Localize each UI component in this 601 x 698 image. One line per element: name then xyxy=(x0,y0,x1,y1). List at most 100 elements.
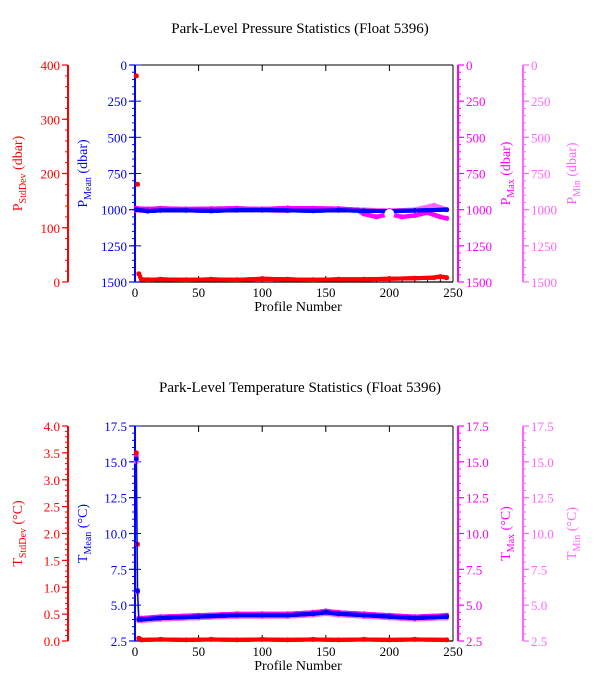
data-point-key xyxy=(444,614,450,620)
series-stddev xyxy=(133,73,450,283)
series-stddev xyxy=(133,450,450,643)
data-point-key xyxy=(234,277,240,283)
data-point-key xyxy=(285,637,291,643)
data-point-key xyxy=(310,208,316,214)
data-point-key xyxy=(310,277,316,283)
y-tick-label: 7.5 xyxy=(531,562,547,577)
data-point-key xyxy=(412,636,418,642)
series-mean xyxy=(133,456,450,622)
x-tick-label: 250 xyxy=(443,644,463,659)
chart-title: Park-Level Pressure Statistics (Float 53… xyxy=(171,21,428,37)
data-point-key xyxy=(310,611,316,617)
y-tick-label: 750 xyxy=(466,167,486,182)
y-axis-label-min: PMin (dbar) xyxy=(565,142,583,205)
y-tick-label: 10.0 xyxy=(531,527,554,542)
y-tick-label: 1500 xyxy=(531,275,557,290)
series-max xyxy=(133,453,450,621)
y-axis-label-mean: TMean (°C) xyxy=(76,504,94,563)
data-point-key xyxy=(133,73,139,79)
y-tick-label: 1.5 xyxy=(44,553,60,568)
y-tick-label: 3.5 xyxy=(44,446,60,461)
data-point-key xyxy=(135,588,140,594)
chart-title: Park-Level Temperature Statistics (Float… xyxy=(159,380,441,396)
x-tick-label: 0 xyxy=(132,285,139,300)
y-tick-label: 7.5 xyxy=(111,562,127,577)
x-tick-label: 100 xyxy=(252,285,272,300)
y-tick-label: 250 xyxy=(108,94,128,109)
y-tick-label: 17.5 xyxy=(466,419,489,434)
y-tick-label: 750 xyxy=(531,167,551,182)
y-tick-label: 1500 xyxy=(466,275,492,290)
y-axis-label-min: TMin (°C) xyxy=(565,507,583,560)
y-tick-label: 200 xyxy=(41,167,61,182)
data-point-key xyxy=(444,637,450,643)
y-tick-label: 3.0 xyxy=(44,473,60,488)
y-tick-label: 1000 xyxy=(466,203,492,218)
y-axis-stddev: 0 100 200 300 400 PStdDev (dbar) xyxy=(11,58,69,290)
y-tick-label: 10.0 xyxy=(104,527,127,542)
y-tick-label: 250 xyxy=(466,94,486,109)
y-tick-label: 7.5 xyxy=(466,562,482,577)
data-point-key xyxy=(183,637,189,643)
y-tick-label: 5.0 xyxy=(111,598,127,613)
data-point-key xyxy=(133,450,139,456)
y-tick-label: 1250 xyxy=(101,239,127,254)
data-point-key xyxy=(234,612,240,618)
data-point-key xyxy=(234,207,240,213)
series-mean xyxy=(133,207,450,214)
data-point-key xyxy=(208,276,214,282)
data-point-key xyxy=(135,181,140,187)
y-tick-label: 2.5 xyxy=(111,634,127,649)
y-tick-label: 15.0 xyxy=(104,455,127,470)
data-point-key xyxy=(133,207,139,213)
data-point-key xyxy=(138,276,144,282)
data-point-key xyxy=(336,207,341,213)
y-tick-label: 1000 xyxy=(101,203,127,218)
data-point-key xyxy=(323,609,329,615)
data-point-key xyxy=(437,274,443,280)
data-point-key xyxy=(208,208,214,214)
y-tick-label: 0 xyxy=(466,58,473,73)
data-point-key xyxy=(444,207,450,213)
data-point-key xyxy=(386,276,392,282)
y-tick-label: 500 xyxy=(531,130,551,145)
y-tick-label: 1.0 xyxy=(44,580,60,595)
data-point-key xyxy=(361,612,367,618)
data-point-key xyxy=(412,275,418,281)
x-tick-label: 0 xyxy=(132,644,139,659)
y-tick-label: 0 xyxy=(121,58,128,73)
data-point-key xyxy=(259,636,265,642)
data-point-key xyxy=(285,207,291,213)
y-axis-label-mean: PMean (dbar) xyxy=(76,139,94,208)
y-axis-max: 2.5 5.0 7.5 10.0 12.5 15.0 17.5 TMax (°C) xyxy=(457,419,517,649)
data-point-key xyxy=(259,612,265,618)
y-tick-label: 500 xyxy=(108,130,128,145)
chart-panel-2: Park-Level Temperature Statistics (Float… xyxy=(11,380,583,674)
y-tick-label: 15.0 xyxy=(466,455,489,470)
data-point-key xyxy=(285,612,291,618)
data-point-key xyxy=(444,215,450,221)
y-tick-label: 17.5 xyxy=(104,419,127,434)
y-tick-label: 12.5 xyxy=(531,491,554,506)
data-point-key xyxy=(444,275,450,281)
y-tick-label: 0 xyxy=(531,58,538,73)
data-point-key xyxy=(157,207,163,213)
x-tick-label: 50 xyxy=(192,285,205,300)
y-tick-label: 750 xyxy=(108,167,128,182)
data-point-key xyxy=(157,276,163,282)
y-tick-label: 1000 xyxy=(531,203,557,218)
y-tick-label: 2.5 xyxy=(531,634,547,649)
y-axis-label-stddev: TStdDev (°C) xyxy=(11,500,29,567)
data-point-key xyxy=(208,636,214,642)
data-point-key xyxy=(437,214,443,220)
y-tick-label: 2.5 xyxy=(466,634,482,649)
y-tick-label: 17.5 xyxy=(531,419,554,434)
data-point-key xyxy=(285,276,291,282)
chart-panel-1: Park-Level Pressure Statistics (Float 53… xyxy=(11,21,583,315)
data-point-key xyxy=(310,636,316,642)
y-tick-label: 10.0 xyxy=(466,527,489,542)
y-axis-min: 0 250 500 750 1000 1250 1500 PMin (dbar) xyxy=(522,58,583,290)
data-point-key xyxy=(259,207,265,213)
data-point-key xyxy=(133,456,139,462)
data-point-key xyxy=(431,202,437,208)
